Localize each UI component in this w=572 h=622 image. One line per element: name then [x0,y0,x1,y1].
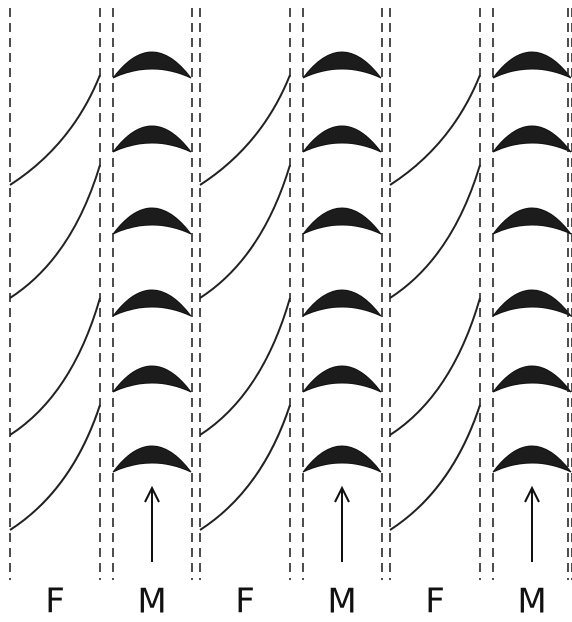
crescent [112,207,192,235]
growth-curve [389,74,481,186]
crescent [492,289,572,317]
crescent [302,125,382,153]
growth-curve [9,404,101,531]
crescent [302,51,382,79]
growth-curve [9,297,101,436]
crescent [302,365,382,393]
column-label: F [45,582,65,622]
column-label: F [425,582,445,622]
growth-curve [389,297,481,436]
column-label: M [137,582,166,622]
column-label: M [517,582,546,622]
crescent [492,125,572,153]
crescent [112,445,192,473]
growth-curve [389,404,481,531]
crescent [492,365,572,393]
crescent [492,445,572,473]
growth-curve [389,164,481,299]
arrow-head [524,485,540,503]
crescent [112,125,192,153]
growth-curve [199,404,291,531]
crescent [492,51,572,79]
column-label: F [235,582,255,622]
crescent [302,289,382,317]
growth-curve [9,164,101,299]
crescent [492,207,572,235]
arrow-head [334,485,350,503]
crescent [112,51,192,79]
crescent [302,445,382,473]
arrow-head [144,485,160,503]
crescent [112,289,192,317]
crescent [112,365,192,393]
growth-curve [199,74,291,186]
growth-curve [199,164,291,299]
growth-curve [9,74,101,186]
growth-curve [199,297,291,436]
crescent [302,207,382,235]
column-label: M [327,582,356,622]
